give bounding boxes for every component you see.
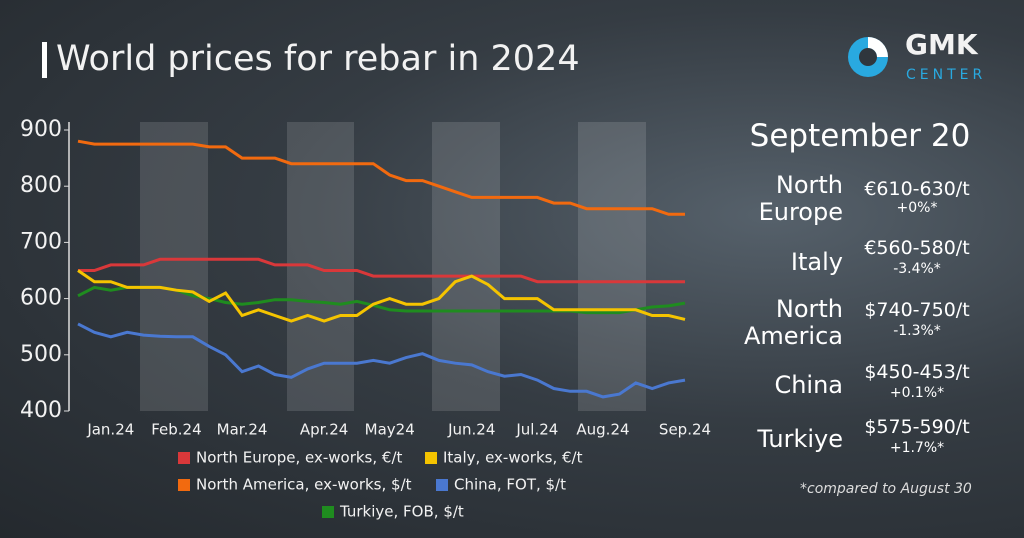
x-tick-label: May24 xyxy=(365,421,415,439)
x-tick-label: Apr.24 xyxy=(300,421,348,439)
title-bar xyxy=(42,42,47,78)
y-tick-label: 900 xyxy=(20,117,62,142)
logo-name: GMK xyxy=(905,28,979,61)
legend-swatch xyxy=(178,479,190,491)
panel-change: -3.4%* xyxy=(893,261,941,277)
chart-title: World prices for rebar in 2024 xyxy=(56,39,580,79)
panel-price: €560-580/t xyxy=(864,237,970,259)
y-tick-label: 500 xyxy=(20,342,62,367)
panel-name: Turkiye xyxy=(757,425,843,453)
y-tick-label: 700 xyxy=(20,229,62,254)
panel-price: $575-590/t xyxy=(864,416,970,438)
panel-change: -1.3%* xyxy=(893,323,941,339)
panel-price: $450-453/t xyxy=(864,361,970,383)
panel-change: +0%* xyxy=(896,200,938,216)
x-tick-label: Feb.24 xyxy=(151,421,201,439)
x-tick-label: Jan.24 xyxy=(86,421,134,439)
legend-swatch xyxy=(322,506,334,518)
legend-label: North Europe, ex-works, €/t xyxy=(196,449,403,467)
panel-change: +0.1%* xyxy=(889,385,945,401)
legend-label: Italy, ex-works, €/t xyxy=(443,449,583,467)
legend-label: China, FOT, $/t xyxy=(454,476,566,494)
legend-swatch xyxy=(178,452,190,464)
series-line xyxy=(78,257,685,284)
panel-name: North America xyxy=(744,295,843,350)
panel-name: Italy xyxy=(790,248,843,276)
y-tick-label: 400 xyxy=(20,398,62,423)
x-tick-label: Mar.24 xyxy=(217,421,268,439)
logo-sub: CENTER xyxy=(906,67,986,83)
panel-date: September 20 xyxy=(749,118,971,154)
footnote: *compared to August 30 xyxy=(800,481,972,497)
legend-swatch xyxy=(425,452,437,464)
panel-change: +1.7%* xyxy=(889,440,945,456)
x-tick-label: Jul.24 xyxy=(515,421,558,439)
series-line xyxy=(77,139,685,216)
x-tick-label: Aug.24 xyxy=(576,421,629,439)
month-shading xyxy=(140,122,646,411)
panel-name: North Europe xyxy=(758,171,843,226)
legend-swatch xyxy=(436,479,448,491)
y-tick-label: 800 xyxy=(20,173,62,198)
panel-name: China xyxy=(774,371,843,399)
y-tick-label: 600 xyxy=(20,286,62,311)
panel-price: $740-750/t xyxy=(864,299,970,321)
x-tick-label: Sep.24 xyxy=(659,421,711,439)
series-line xyxy=(77,322,686,399)
panel-price: €610-630/t xyxy=(864,178,970,200)
legend-label: Turkiye, FOB, $/t xyxy=(339,503,464,521)
x-tick-label: Jun.24 xyxy=(447,421,495,439)
logo xyxy=(848,37,888,77)
series-line xyxy=(77,269,686,323)
legend-label: North America, ex-works, $/t xyxy=(196,476,412,494)
